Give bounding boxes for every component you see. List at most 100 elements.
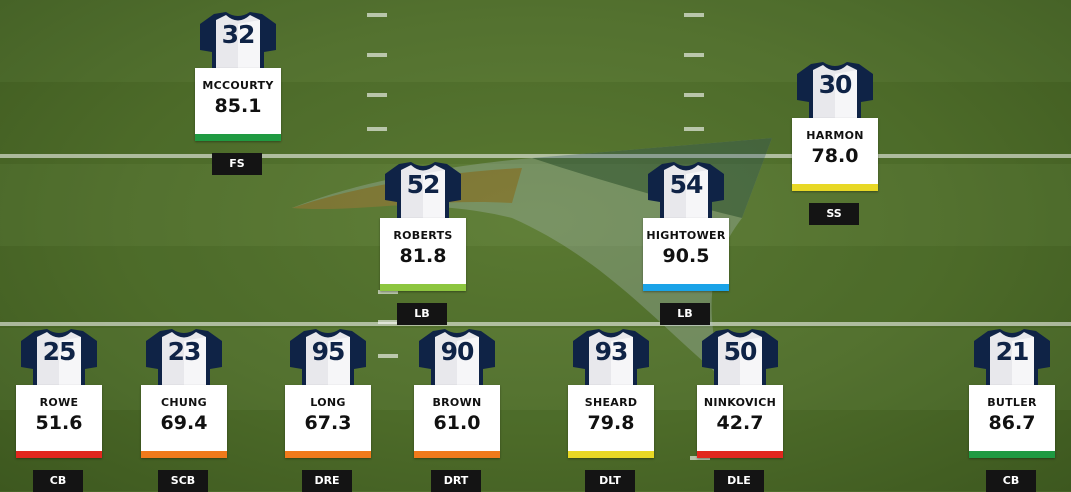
grade-color-bar — [380, 284, 466, 291]
player-name: HARMON — [806, 129, 864, 142]
jersey-number: 54 — [669, 170, 704, 199]
player-name: LONG — [310, 396, 346, 409]
hash-mark — [367, 93, 387, 97]
jersey-icon: 52 — [381, 160, 465, 224]
grade-card: LONG 67.3 — [285, 385, 371, 458]
jersey-icon: 30 — [793, 60, 877, 124]
player-name: NINKOVICH — [703, 396, 777, 409]
jersey-number: 23 — [167, 337, 202, 366]
jersey-icon — [385, 162, 461, 224]
grade-card: HIGHTOWER 90.5 — [643, 218, 729, 291]
player-grade: 42.7 — [716, 412, 764, 434]
jersey-icon — [290, 329, 366, 391]
hash-mark — [378, 354, 398, 358]
player-grade: 51.6 — [35, 412, 83, 434]
player-grade: 69.4 — [160, 412, 208, 434]
grade-card: CHUNG 69.4 — [141, 385, 227, 458]
hash-mark — [378, 320, 398, 324]
grade-color-bar — [414, 451, 500, 458]
player-grade: 79.8 — [587, 412, 635, 434]
jersey-icon: 21 — [970, 327, 1054, 391]
grade-color-bar — [568, 451, 654, 458]
jersey-number: 90 — [440, 337, 475, 366]
hash-mark — [367, 13, 387, 17]
position-badge: LB — [660, 303, 710, 325]
position-badge: DRE — [302, 470, 352, 492]
player-name: HIGHTOWER — [646, 229, 726, 242]
hash-mark — [684, 127, 704, 131]
player-grade: 86.7 — [988, 412, 1036, 434]
jersey-number: 30 — [818, 70, 853, 99]
position-badge: DLT — [585, 470, 635, 492]
jersey-icon: 32 — [196, 10, 280, 74]
grade-color-bar — [969, 451, 1055, 458]
grade-card: MCCOURTY 85.1 — [195, 68, 281, 141]
position-badge: SCB — [158, 470, 208, 492]
jersey-icon — [702, 329, 778, 391]
jersey-number: 50 — [723, 337, 758, 366]
grade-card: BUTLER 86.7 — [969, 385, 1055, 458]
jersey-number: 21 — [995, 337, 1030, 366]
hash-mark — [690, 456, 710, 460]
jersey-icon — [21, 329, 97, 391]
jersey-icon — [419, 329, 495, 391]
player-grade: 85.1 — [214, 95, 262, 117]
hash-mark — [378, 290, 398, 294]
position-badge: DLE — [714, 470, 764, 492]
jersey-number: 93 — [594, 337, 629, 366]
jersey-icon: 25 — [17, 327, 101, 391]
player-name: ROWE — [39, 396, 79, 409]
player-name: CHUNG — [161, 396, 207, 409]
hash-mark — [684, 53, 704, 57]
position-badge: SS — [809, 203, 859, 225]
jersey-icon — [797, 62, 873, 124]
position-badge: FS — [212, 153, 262, 175]
jersey-icon: 54 — [644, 160, 728, 224]
jersey-icon: 23 — [142, 327, 226, 391]
player-name: BUTLER — [987, 396, 1037, 409]
grade-card: ROWE 51.6 — [16, 385, 102, 458]
jersey-icon — [974, 329, 1050, 391]
jersey-number: 95 — [311, 337, 346, 366]
jersey-number: 52 — [406, 170, 441, 199]
yard-line — [0, 322, 1071, 326]
position-badge: DRT — [431, 470, 481, 492]
player-grade: 78.0 — [811, 145, 859, 167]
jersey-icon: 95 — [286, 327, 370, 391]
grade-color-bar — [792, 184, 878, 191]
player-grade: 81.8 — [399, 245, 447, 267]
jersey-icon — [573, 329, 649, 391]
jersey-number: 25 — [42, 337, 77, 366]
player-grade: 67.3 — [304, 412, 352, 434]
player-grade: 61.0 — [433, 412, 481, 434]
grade-card: HARMON 78.0 — [792, 118, 878, 191]
grade-card: SHEARD 79.8 — [568, 385, 654, 458]
jersey-number: 32 — [221, 20, 256, 49]
jersey-icon — [200, 12, 276, 74]
position-badge: LB — [397, 303, 447, 325]
player-name: ROBERTS — [393, 229, 453, 242]
grade-card: ROBERTS 81.8 — [380, 218, 466, 291]
player-name: SHEARD — [584, 396, 638, 409]
grade-color-bar — [16, 451, 102, 458]
grade-color-bar — [643, 284, 729, 291]
position-badge: CB — [33, 470, 83, 492]
hash-mark — [684, 93, 704, 97]
player-grade: 90.5 — [662, 245, 710, 267]
grade-card: BROWN 61.0 — [414, 385, 500, 458]
player-name: BROWN — [432, 396, 482, 409]
grade-color-bar — [285, 451, 371, 458]
player-name: MCCOURTY — [202, 79, 274, 92]
grade-card: NINKOVICH 42.7 — [697, 385, 783, 458]
jersey-icon: 90 — [415, 327, 499, 391]
jersey-icon: 50 — [698, 327, 782, 391]
jersey-icon: 93 — [569, 327, 653, 391]
yard-line — [0, 154, 1071, 158]
jersey-icon — [648, 162, 724, 224]
hash-mark — [684, 13, 704, 17]
grade-color-bar — [141, 451, 227, 458]
hash-mark — [367, 127, 387, 131]
grade-color-bar — [697, 451, 783, 458]
jersey-icon — [146, 329, 222, 391]
position-badge: CB — [986, 470, 1036, 492]
